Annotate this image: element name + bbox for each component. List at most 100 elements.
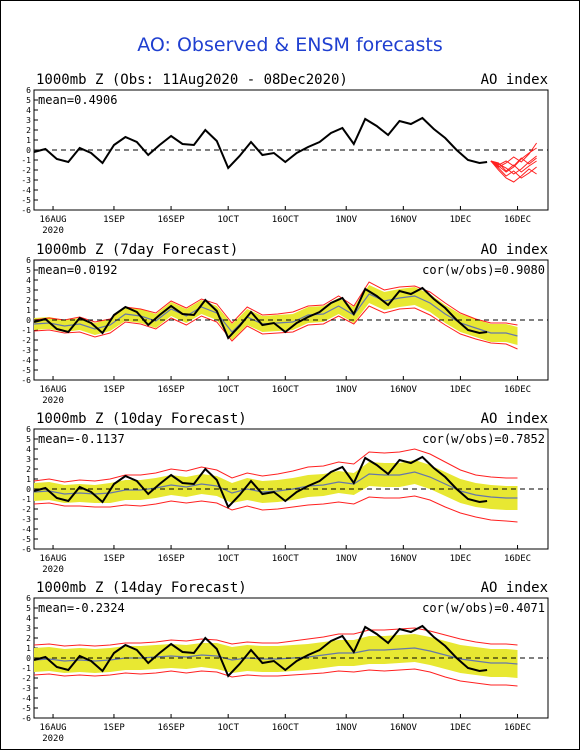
y-tick-label: 6 xyxy=(26,425,31,434)
y-tick-label: -5 xyxy=(21,535,31,544)
y-tick-label: 3 xyxy=(26,624,31,633)
ensemble-member-line xyxy=(490,160,537,179)
x-tick-label: 16DEC xyxy=(504,385,531,395)
y-tick-label: 4 xyxy=(26,276,31,285)
x-tick-label: 16OCT xyxy=(272,215,300,225)
x-tick-label: 16SEP xyxy=(158,215,186,225)
y-tick-label: 3 xyxy=(26,286,31,295)
observed-ao-line xyxy=(33,286,488,340)
observed-ao-line xyxy=(33,455,488,509)
panel-3: 1000mb Z (10day Forecast) AO index 6543210… xyxy=(21,411,549,575)
x-tick-label: 16OCT xyxy=(272,385,300,395)
y-tick-label: 5 xyxy=(26,604,31,613)
panel-label: 1000mb Z (14day Forecast) xyxy=(36,580,247,596)
y-tick-label: -5 xyxy=(21,704,31,713)
y-tick-label: 1 xyxy=(26,136,31,145)
x-tick-label: 1SEP xyxy=(103,215,125,225)
x-tick-label: 16NOV xyxy=(390,215,418,225)
x-tick-label: 16DEC xyxy=(504,215,531,225)
panel-4: 1000mb Z (14day Forecast) AO index 6543210… xyxy=(21,580,549,744)
y-tick-label: 4 xyxy=(26,614,31,623)
mean-value: mean=-0.2324 xyxy=(38,601,125,615)
x-tick-sublabel: 2020 xyxy=(42,396,64,406)
x-tick-label: 1SEP xyxy=(103,723,125,733)
ensemble-max-line xyxy=(33,448,518,483)
y-tick-label: -1 xyxy=(21,495,31,504)
y-tick-label: -1 xyxy=(21,156,31,165)
ensemble-member-line xyxy=(490,160,537,183)
panel-label: 1000mb Z (Obs: 11Aug2020 - 08Dec2020) xyxy=(36,72,348,88)
y-tick-label: 1 xyxy=(26,306,31,315)
y-tick-label: 5 xyxy=(26,435,31,444)
y-tick-label: -2 xyxy=(21,505,31,514)
ensemble-mean-line xyxy=(33,647,518,665)
ensemble-mean-line xyxy=(33,293,518,337)
main-title: AO: Observed & ENSM forecasts xyxy=(137,34,443,56)
ensemble-spread-band xyxy=(34,285,518,345)
panel-2: 1000mb Z (7day Forecast) AO index6543210-… xyxy=(21,242,549,406)
y-tick-label: -6 xyxy=(21,206,31,215)
x-tick-sublabel: 2020 xyxy=(42,226,64,236)
x-tick-label: 1DEC xyxy=(450,215,472,225)
ensemble-spread-band xyxy=(34,460,518,510)
panel-label: 1000mb Z (10day Forecast) xyxy=(36,411,247,427)
y-tick-label: 2 xyxy=(26,296,31,305)
x-tick-label: 16SEP xyxy=(158,385,186,395)
x-tick-label: 16NOV xyxy=(390,385,418,395)
x-tick-label: 16NOV xyxy=(390,723,418,733)
x-tick-label: 16DEC xyxy=(504,554,531,564)
correlation-value: cor(w/obs)=0.4071 xyxy=(422,601,545,615)
y-tick-label: 6 xyxy=(26,86,31,95)
ensemble-min-line xyxy=(33,305,518,350)
y-tick-label: -4 xyxy=(21,356,31,365)
y-tick-label: -3 xyxy=(21,176,31,185)
ensemble-min-line xyxy=(33,668,518,687)
x-tick-label: 16AUG xyxy=(39,385,66,395)
ensemble-member-line xyxy=(490,160,537,173)
x-tick-label: 16AUG xyxy=(39,215,66,225)
x-tick-label: 16DEC xyxy=(504,723,531,733)
y-tick-label: 0 xyxy=(26,316,31,325)
x-tick-label: 1OCT xyxy=(217,554,239,564)
x-tick-label: 1DEC xyxy=(450,554,472,564)
ensemble-spread-band xyxy=(34,634,518,678)
observed-ao-line xyxy=(33,116,488,170)
x-tick-label: 1DEC xyxy=(450,385,472,395)
y-tick-label: 4 xyxy=(26,445,31,454)
panel-index-label: AO index xyxy=(481,411,548,427)
y-tick-label: -4 xyxy=(21,186,31,195)
panel-index-label: AO index xyxy=(481,72,548,88)
y-tick-label: 5 xyxy=(26,96,31,105)
ensemble-member-line xyxy=(490,157,537,167)
y-tick-label: -3 xyxy=(21,684,31,693)
y-tick-label: -3 xyxy=(21,515,31,524)
y-tick-label: 1 xyxy=(26,475,31,484)
mean-value: mean=-0.1137 xyxy=(38,432,125,446)
y-tick-label: 3 xyxy=(26,455,31,464)
x-tick-sublabel: 2020 xyxy=(42,734,64,744)
ensemble-member-line xyxy=(490,142,538,168)
y-tick-label: -4 xyxy=(21,694,31,703)
x-tick-label: 1OCT xyxy=(217,723,239,733)
x-tick-label: 16NOV xyxy=(390,554,418,564)
ensemble-member-line xyxy=(490,155,537,175)
y-tick-label: -4 xyxy=(21,525,31,534)
y-tick-label: 2 xyxy=(26,126,31,135)
x-tick-label: 16AUG xyxy=(39,723,66,733)
y-tick-label: -2 xyxy=(21,166,31,175)
panel-index-label: AO index xyxy=(481,242,548,258)
ensemble-max-line xyxy=(33,627,518,647)
y-tick-label: -3 xyxy=(21,346,31,355)
x-tick-label: 16AUG xyxy=(39,554,66,564)
mean-value: mean=0.0192 xyxy=(38,263,117,277)
panel-index-label: AO index xyxy=(481,580,548,596)
observed-ao-line xyxy=(33,624,488,678)
y-tick-label: -1 xyxy=(21,664,31,673)
x-tick-label: 1DEC xyxy=(450,723,472,733)
x-tick-label: 16OCT xyxy=(272,554,300,564)
x-tick-label: 1NOV xyxy=(335,215,357,225)
y-tick-label: 6 xyxy=(26,594,31,603)
ensemble-mean-line xyxy=(33,471,518,499)
x-tick-label: 16SEP xyxy=(158,723,186,733)
